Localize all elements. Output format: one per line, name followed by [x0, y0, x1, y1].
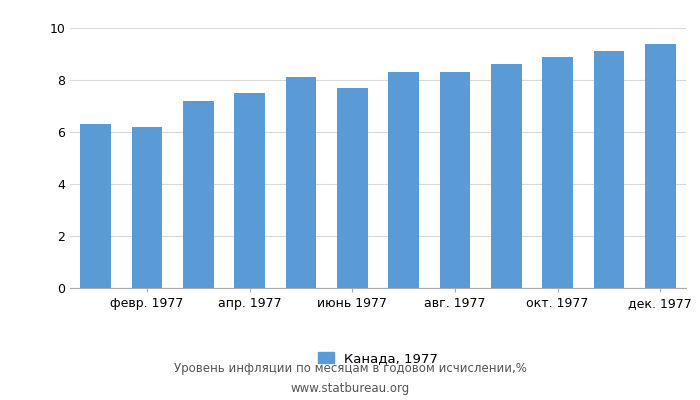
Bar: [183, 101, 214, 288]
Text: www.statbureau.org: www.statbureau.org: [290, 382, 410, 395]
Bar: [234, 93, 265, 288]
Bar: [645, 44, 676, 288]
Text: Уровень инфляции по месяцам в годовом исчислении,%: Уровень инфляции по месяцам в годовом ис…: [174, 362, 526, 375]
Bar: [542, 56, 573, 288]
Legend: Канада, 1977: Канада, 1977: [318, 352, 438, 365]
Bar: [389, 72, 419, 288]
Bar: [286, 77, 316, 288]
Bar: [440, 72, 470, 288]
Bar: [80, 124, 111, 288]
Bar: [594, 51, 624, 288]
Bar: [132, 127, 162, 288]
Bar: [337, 88, 368, 288]
Bar: [491, 64, 522, 288]
